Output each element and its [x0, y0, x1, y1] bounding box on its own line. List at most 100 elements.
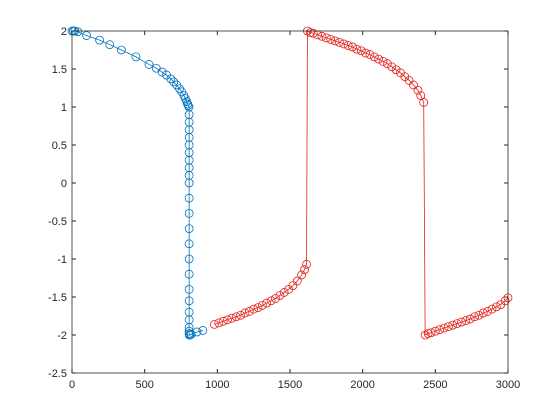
data-marker — [326, 34, 336, 44]
data-marker — [198, 326, 208, 335]
data-marker — [184, 254, 194, 264]
x-tick-label: 500 — [135, 379, 153, 391]
y-tick-label: 1.5 — [52, 64, 67, 76]
data-marker — [82, 31, 91, 40]
y-tick-label: 0.5 — [52, 140, 67, 152]
data-marker — [253, 303, 263, 313]
data-marker — [300, 265, 309, 275]
data-marker — [95, 35, 105, 45]
data-marker — [279, 288, 289, 297]
data-marker — [73, 27, 83, 37]
data-marker — [236, 310, 245, 320]
data-marker — [214, 318, 224, 328]
data-marker — [308, 28, 318, 38]
data-marker — [184, 239, 194, 249]
data-marker — [439, 323, 449, 333]
x-tick-label: 2500 — [423, 379, 447, 391]
data-marker — [184, 110, 194, 119]
y-tick-label: -1 — [57, 254, 67, 266]
data-marker — [231, 312, 241, 322]
data-marker — [378, 57, 388, 66]
axes-box — [71, 30, 509, 374]
data-marker — [461, 316, 471, 325]
data-marker — [184, 224, 194, 234]
data-marker — [184, 163, 194, 173]
series-line — [214, 30, 509, 336]
data-marker — [435, 325, 445, 335]
data-marker — [240, 308, 250, 318]
data-marker — [144, 60, 154, 69]
y-tick-label: -0.5 — [48, 216, 67, 228]
data-marker — [457, 317, 466, 327]
data-marker — [262, 298, 272, 308]
data-marker — [184, 208, 194, 218]
x-tick-label: 3000 — [496, 379, 520, 391]
data-marker — [183, 101, 193, 110]
y-tick-label: -2 — [57, 330, 67, 342]
data-marker — [413, 85, 423, 95]
data-marker — [297, 270, 307, 280]
data-marker — [352, 44, 362, 54]
x-tick-label: 2000 — [350, 379, 374, 391]
y-tick-label: 0 — [61, 178, 67, 190]
data-marker — [131, 52, 141, 62]
data-marker — [391, 65, 401, 75]
data-marker — [184, 178, 194, 188]
data-marker — [448, 320, 458, 330]
data-marker — [487, 304, 497, 314]
data-marker — [271, 294, 280, 303]
x-tick-label: 0 — [69, 379, 75, 391]
data-marker — [184, 193, 194, 203]
data-marker — [249, 304, 259, 314]
data-marker — [184, 269, 194, 279]
data-marker — [184, 307, 194, 317]
x-tick-label: 1500 — [278, 379, 302, 391]
data-marker — [470, 312, 479, 322]
data-marker — [374, 54, 384, 64]
data-marker — [223, 315, 232, 325]
data-marker — [419, 98, 429, 107]
data-marker — [426, 328, 436, 338]
data-marker — [409, 80, 418, 90]
data-marker — [175, 84, 184, 94]
data-marker — [382, 59, 392, 69]
data-marker — [478, 308, 488, 318]
data-marker — [157, 67, 167, 77]
data-marker — [275, 291, 285, 300]
data-marker — [184, 148, 194, 158]
data-marker — [348, 42, 357, 52]
data-marker — [474, 310, 484, 320]
y-tick-label: -1.5 — [48, 292, 67, 304]
data-marker — [117, 45, 126, 55]
data-marker — [184, 296, 194, 306]
data-marker — [343, 41, 353, 50]
data-marker — [266, 296, 276, 306]
data-marker — [227, 313, 237, 323]
data-marker — [361, 48, 370, 58]
data-marker — [500, 296, 510, 306]
data-marker — [339, 39, 349, 49]
data-marker — [356, 46, 366, 56]
data-marker — [105, 40, 115, 50]
data-marker — [257, 300, 267, 310]
data-marker — [321, 33, 331, 43]
data-marker — [210, 319, 219, 329]
data-marker — [483, 307, 493, 316]
data-marker — [335, 38, 344, 47]
data-marker — [292, 276, 302, 286]
data-marker — [186, 329, 196, 339]
data-marker — [430, 326, 440, 336]
plot-area — [72, 31, 508, 373]
data-marker — [218, 316, 228, 326]
data-marker — [491, 302, 501, 312]
data-marker — [365, 50, 375, 59]
data-marker — [244, 307, 254, 316]
data-marker — [387, 62, 397, 72]
data-marker — [369, 52, 379, 62]
x-tick-label: 1000 — [205, 379, 229, 391]
data-marker — [184, 125, 194, 135]
y-tick-label: 2 — [61, 26, 67, 38]
data-marker — [302, 259, 311, 269]
data-marker — [192, 327, 202, 337]
